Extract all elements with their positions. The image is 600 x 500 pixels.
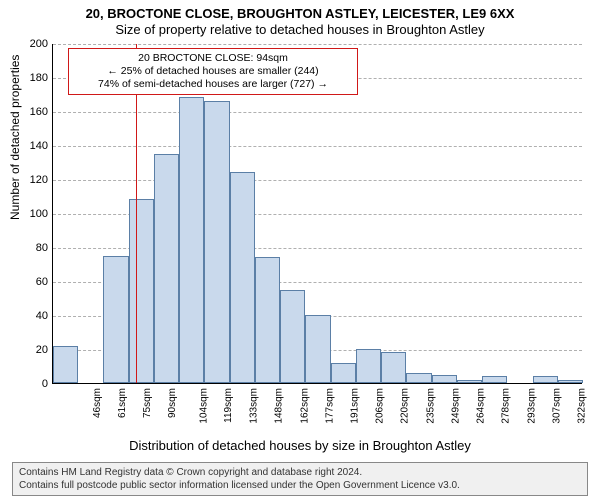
histogram-bar [356,349,381,383]
x-tick-label: 162sqm [299,388,310,424]
x-tick-label: 278sqm [501,388,512,424]
histogram-bar [457,380,482,383]
footer-attribution: Contains HM Land Registry data © Crown c… [12,462,588,496]
histogram-bar [558,380,583,383]
y-tick-label: 140 [18,140,48,152]
chart-title-address: 20, BROCTONE CLOSE, BROUGHTON ASTLEY, LE… [0,6,600,21]
x-tick-label: 235sqm [425,388,436,424]
x-tick-label: 119sqm [223,388,234,423]
histogram-bar [204,101,229,383]
annotation-line-2: ← 25% of detached houses are smaller (24… [75,65,351,78]
x-tick-label: 61sqm [117,388,128,418]
histogram-bar [482,376,507,383]
x-tick-label: 307sqm [551,388,562,424]
footer-line-2: Contains full postcode public sector inf… [19,479,581,492]
y-tick-label: 60 [18,276,48,288]
x-tick-label: 322sqm [577,388,588,424]
histogram-bar [53,346,78,383]
x-tick-label: 206sqm [375,388,386,424]
y-tick-label: 180 [18,72,48,84]
histogram-bar [331,363,356,383]
x-tick-label: 220sqm [400,388,411,424]
histogram-bar [129,199,154,383]
histogram-bar [179,97,204,383]
x-tick-label: 293sqm [526,388,537,424]
x-tick-label: 75sqm [142,388,153,418]
y-tick-label: 200 [18,38,48,50]
y-tick-label: 100 [18,208,48,220]
x-tick-label: 90sqm [167,388,178,418]
footer-line-1: Contains HM Land Registry data © Crown c… [19,466,581,479]
histogram-bar [255,257,280,383]
histogram-bar [533,376,558,383]
annotation-box: 20 BROCTONE CLOSE: 94sqm ← 25% of detach… [68,48,358,95]
histogram-bar [230,172,255,383]
x-axis-label: Distribution of detached houses by size … [0,438,600,453]
y-tick-label: 20 [18,344,48,356]
histogram-bar [432,375,457,384]
chart-subtitle: Size of property relative to detached ho… [0,22,600,37]
y-tick-label: 0 [18,378,48,390]
histogram-bar [103,256,128,384]
x-tick-label: 148sqm [274,388,285,424]
y-tick-label: 120 [18,174,48,186]
y-tick-label: 160 [18,106,48,118]
x-tick-label: 104sqm [198,388,209,424]
y-tick-label: 80 [18,242,48,254]
histogram-bar [406,373,431,383]
histogram-bar [305,315,330,383]
histogram-bar [381,352,406,383]
property-size-histogram: 20, BROCTONE CLOSE, BROUGHTON ASTLEY, LE… [0,0,600,500]
x-tick-label: 133sqm [249,388,260,424]
histogram-bar [280,290,305,384]
y-tick-label: 40 [18,310,48,322]
x-tick-label: 264sqm [476,388,487,424]
histogram-bar [154,154,179,384]
x-tick-label: 46sqm [92,388,103,418]
annotation-line-1: 20 BROCTONE CLOSE: 94sqm [75,52,351,65]
annotation-line-3: 74% of semi-detached houses are larger (… [75,78,351,91]
x-tick-label: 177sqm [324,388,335,424]
x-tick-label: 191sqm [350,388,361,424]
x-tick-label: 249sqm [451,388,462,424]
